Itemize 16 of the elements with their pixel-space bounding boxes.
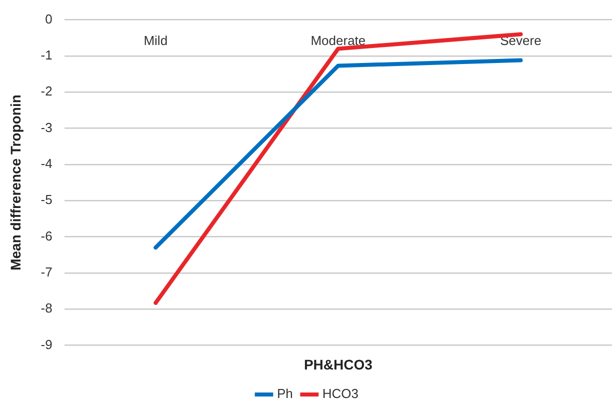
y-tick-label: -4 [40, 156, 52, 171]
x-axis-title: PH&HCO3 [304, 356, 373, 372]
y-tick-label: -7 [40, 264, 52, 280]
y-tick-label: -8 [40, 300, 52, 316]
y-tick-label: -9 [40, 336, 52, 352]
x-tick-label: Mild [144, 33, 168, 48]
legend-label: Ph [276, 386, 293, 402]
legend-label: HCO3 [322, 386, 359, 402]
y-tick-label: -5 [40, 192, 52, 208]
y-tick-label: -6 [40, 228, 52, 244]
y-tick-label: -2 [40, 84, 52, 99]
y-tick-label: 0 [45, 11, 52, 26]
y-tick-label: -3 [40, 120, 52, 135]
y-tick-label: -1 [40, 48, 52, 63]
y-axis-title: Mean diffrerence Troponin [7, 94, 24, 270]
x-tick-label: Moderate [310, 33, 366, 48]
